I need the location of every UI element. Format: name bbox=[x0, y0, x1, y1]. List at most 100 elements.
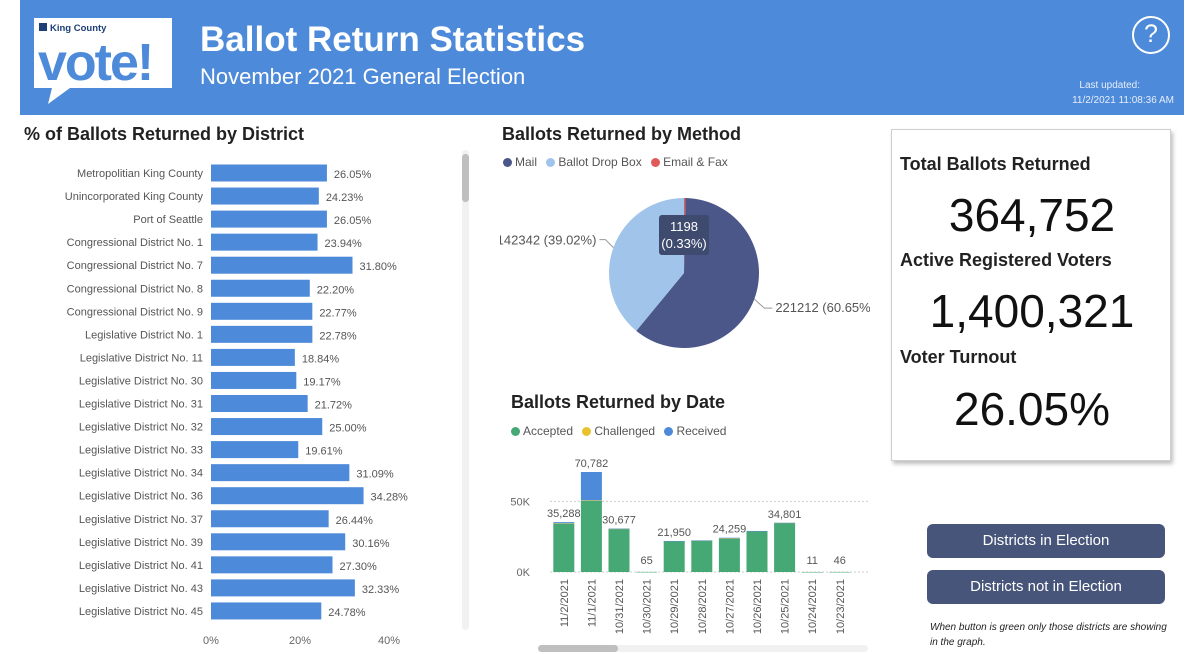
x-date-label: 10/25/2021 bbox=[780, 579, 792, 634]
district-bar bbox=[211, 395, 308, 412]
district-category-label: Port of Seattle bbox=[133, 214, 203, 226]
district-value-label: 26.05% bbox=[334, 215, 372, 227]
district-value-label: 21.72% bbox=[315, 400, 353, 412]
district-chart-title: % of Ballots Returned by District bbox=[24, 124, 305, 144]
x-tick-label: 20% bbox=[289, 635, 311, 647]
district-category-label: Legislative District No. 34 bbox=[79, 468, 203, 480]
district-value-label: 26.05% bbox=[334, 169, 372, 181]
method-chart-title: Ballots Returned by Method bbox=[502, 124, 742, 144]
legend-item-email-fax[interactable]: Email & Fax bbox=[651, 155, 728, 169]
district-chart-scrollbar[interactable] bbox=[462, 150, 469, 630]
district-category-label: Legislative District No. 11 bbox=[80, 352, 203, 364]
district-value-label: 26.44% bbox=[336, 515, 374, 527]
district-bar bbox=[211, 441, 299, 459]
bar-segment-received bbox=[691, 540, 713, 541]
drop-box-dot-icon bbox=[546, 158, 556, 167]
district-bar bbox=[211, 279, 310, 297]
date-chart-title: Ballots Returned by Date bbox=[511, 392, 726, 412]
pie-tooltip-email-fax bbox=[659, 215, 709, 255]
bar-segment-received bbox=[580, 472, 602, 501]
method-pie-chart: 221212 (60.65%) 142342 (39.02%) 1198 (0.33%… bbox=[500, 198, 870, 348]
legend-label: Email & Fax bbox=[663, 155, 728, 169]
district-bar bbox=[211, 233, 318, 251]
bar-segment-accepted bbox=[608, 528, 630, 572]
bar-total-label: 21,950 bbox=[657, 527, 691, 539]
district-value-label: 25.00% bbox=[329, 423, 367, 435]
x-date-label: 10/23/2021 bbox=[835, 579, 847, 634]
district-value-label: 27.30% bbox=[339, 561, 377, 573]
y-tick-label: 0K bbox=[517, 567, 531, 579]
x-date-label: 11/1/2021 bbox=[586, 579, 598, 627]
bar-segment-received bbox=[608, 528, 630, 530]
y-tick-label: 50K bbox=[510, 496, 530, 508]
x-date-label: 10/31/2021 bbox=[614, 579, 626, 634]
date-chart-scrollbar[interactable] bbox=[538, 645, 868, 652]
x-tick-label: 40% bbox=[378, 635, 400, 647]
bar-segment-challenged bbox=[718, 538, 740, 539]
help-button[interactable]: ? bbox=[1132, 16, 1170, 54]
district-value-label: 19.61% bbox=[305, 446, 343, 458]
bar-segment-accepted bbox=[801, 571, 823, 573]
district-category-label: Legislative District No. 45 bbox=[79, 606, 203, 618]
district-value-label: 24.78% bbox=[328, 607, 366, 619]
page-subtitle: November 2021 General Election bbox=[200, 64, 526, 89]
legend-label: Challenged bbox=[594, 424, 656, 438]
mail-dot-icon bbox=[503, 158, 512, 167]
legend-item-drop-box[interactable]: Ballot Drop Box bbox=[546, 155, 642, 169]
district-bar bbox=[211, 302, 313, 320]
x-date-label: 11/2/2021 bbox=[559, 579, 571, 627]
date-stacked-bar-chart: 0K 50K 35,288 11/2/2021 70,782 11/1/2021 30,67… bbox=[510, 458, 868, 634]
district-value-label: 30.16% bbox=[352, 538, 390, 550]
logo-vote-text: vote! bbox=[38, 34, 152, 92]
question-icon: ? bbox=[1144, 20, 1158, 48]
bar-segment-accepted bbox=[774, 522, 796, 572]
pie-label-mail: 221212 (60.65%) bbox=[775, 300, 870, 315]
bar-total-label: 70,782 bbox=[575, 458, 609, 470]
district-category-label: Legislative District No. 32 bbox=[79, 422, 203, 434]
district-bar bbox=[211, 371, 297, 389]
bar-total-label: 24,259 bbox=[713, 524, 747, 536]
districts-not-in-election-button[interactable]: Districts not in Election bbox=[927, 570, 1165, 604]
registered-voters-label: Active Registered Voters bbox=[900, 250, 1112, 270]
district-bar bbox=[211, 579, 355, 597]
x-tick-label: 0% bbox=[203, 635, 219, 647]
bar-segment-accepted bbox=[691, 540, 713, 572]
bar-segment-received bbox=[774, 522, 796, 524]
pie-label-email-fax-percent: (0.33%) bbox=[661, 236, 707, 251]
legend-label: Ballot Drop Box bbox=[558, 155, 642, 169]
district-category-label: Unincorporated King County bbox=[65, 191, 204, 203]
district-bar bbox=[211, 464, 350, 482]
legend-item-mail[interactable]: Mail bbox=[503, 155, 537, 169]
received-dot-icon bbox=[664, 427, 674, 436]
bar-segment-accepted bbox=[636, 571, 658, 573]
district-bar bbox=[211, 602, 322, 620]
legend-item-received[interactable]: Received bbox=[664, 424, 726, 438]
legend-item-accepted[interactable]: Accepted bbox=[511, 424, 573, 438]
district-value-label: 18.84% bbox=[302, 353, 340, 365]
district-value-label: 31.09% bbox=[356, 469, 394, 481]
district-value-label: 22.20% bbox=[317, 284, 355, 296]
bar-segment-accepted bbox=[746, 531, 768, 572]
bar-total-label: 11 bbox=[806, 555, 817, 567]
total-ballots-label: Total Ballots Returned bbox=[900, 154, 1091, 174]
king-county-vote-logo: King County vote! bbox=[34, 18, 172, 104]
legend-label: Received bbox=[676, 424, 727, 438]
voter-turnout-label: Voter Turnout bbox=[900, 347, 1017, 367]
bar-total-label: 34,801 bbox=[768, 509, 802, 521]
scrollbar-thumb[interactable] bbox=[462, 154, 469, 202]
district-bar bbox=[211, 418, 323, 436]
scrollbar-thumb[interactable] bbox=[538, 645, 618, 652]
pie-label-email-fax: 1198 bbox=[670, 219, 698, 234]
x-date-label: 10/30/2021 bbox=[642, 579, 654, 634]
districts-in-election-button[interactable]: Districts in Election bbox=[927, 524, 1165, 558]
district-value-label: 19.17% bbox=[303, 376, 341, 388]
district-value-label: 23.94% bbox=[325, 238, 363, 250]
legend-item-challenged[interactable]: Challenged bbox=[582, 424, 655, 438]
district-category-label: Legislative District No. 1 bbox=[85, 329, 203, 341]
legend-label: Accepted bbox=[523, 424, 574, 438]
bar-segment-accepted bbox=[663, 541, 685, 572]
x-date-label: 10/29/2021 bbox=[669, 579, 681, 634]
x-date-label: 10/27/2021 bbox=[724, 579, 736, 634]
accepted-dot-icon bbox=[511, 427, 520, 436]
logo-county-text: King County bbox=[50, 23, 107, 34]
